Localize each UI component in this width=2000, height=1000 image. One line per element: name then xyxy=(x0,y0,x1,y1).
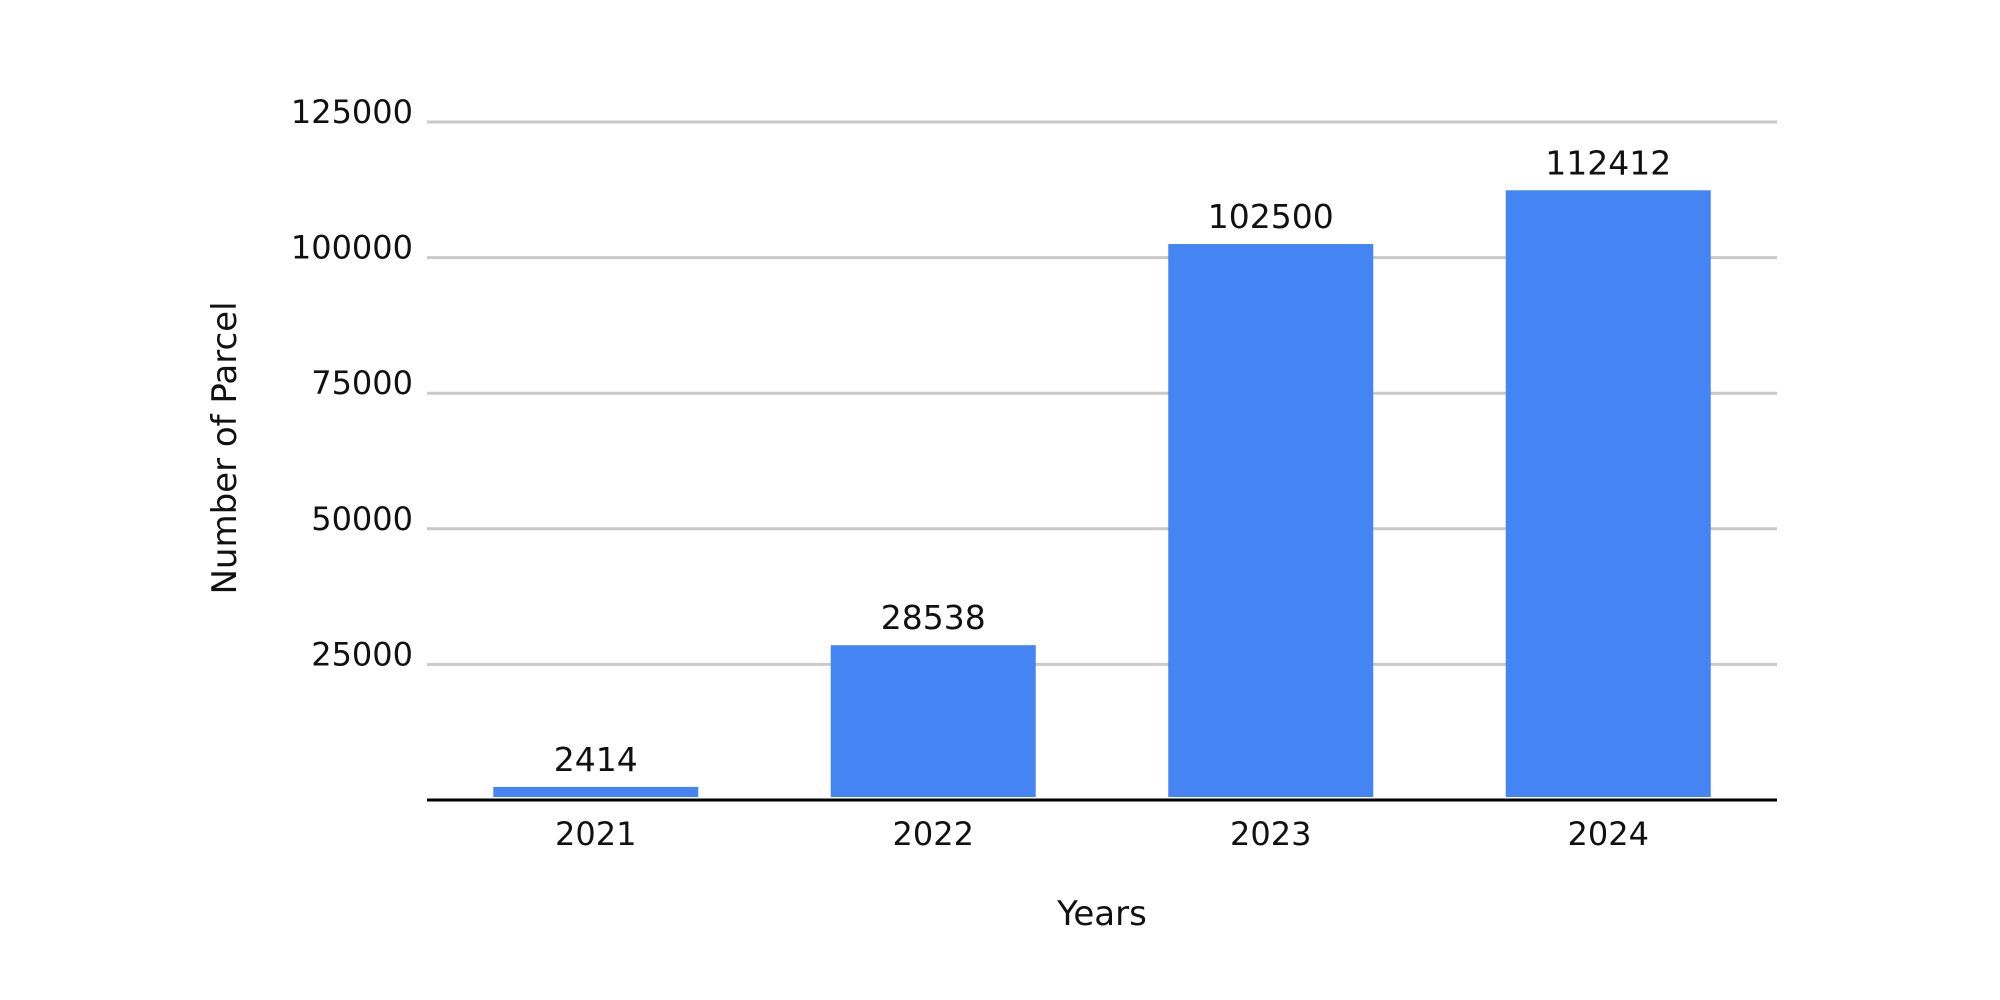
bar-value-label: 112412 xyxy=(1545,143,1671,182)
bar-2024 xyxy=(1505,190,1711,797)
y-tick-label: 125000 xyxy=(291,93,413,131)
bar-2021 xyxy=(493,786,699,797)
x-axis-title: Years xyxy=(1056,894,1147,934)
y-tick-label: 50000 xyxy=(311,500,413,538)
y-axis-title: Number of Parcel xyxy=(205,301,245,594)
x-tick-label: 2023 xyxy=(1230,815,1311,853)
x-tick-label: 2024 xyxy=(1568,815,1649,853)
bar-2023 xyxy=(1168,244,1374,798)
y-tick-label: 100000 xyxy=(291,229,413,267)
y-tick-labels: 25000 50000 75000 100000 125000 xyxy=(291,93,413,673)
bar-value-label: 28538 xyxy=(881,598,986,637)
y-tick-label: 75000 xyxy=(311,364,413,402)
bar-value-label: 102500 xyxy=(1208,197,1334,236)
x-tick-label: 2021 xyxy=(555,815,636,853)
bar-value-label: 2414 xyxy=(554,740,638,779)
bar-2022 xyxy=(830,645,1036,797)
y-tick-label: 25000 xyxy=(311,635,413,673)
bars xyxy=(493,190,1711,798)
x-tick-label: 2022 xyxy=(893,815,974,853)
bar-value-labels: 2414 28538 102500 112412 xyxy=(554,143,1671,779)
x-tick-labels: 2021 2022 2023 2024 xyxy=(555,815,1649,853)
